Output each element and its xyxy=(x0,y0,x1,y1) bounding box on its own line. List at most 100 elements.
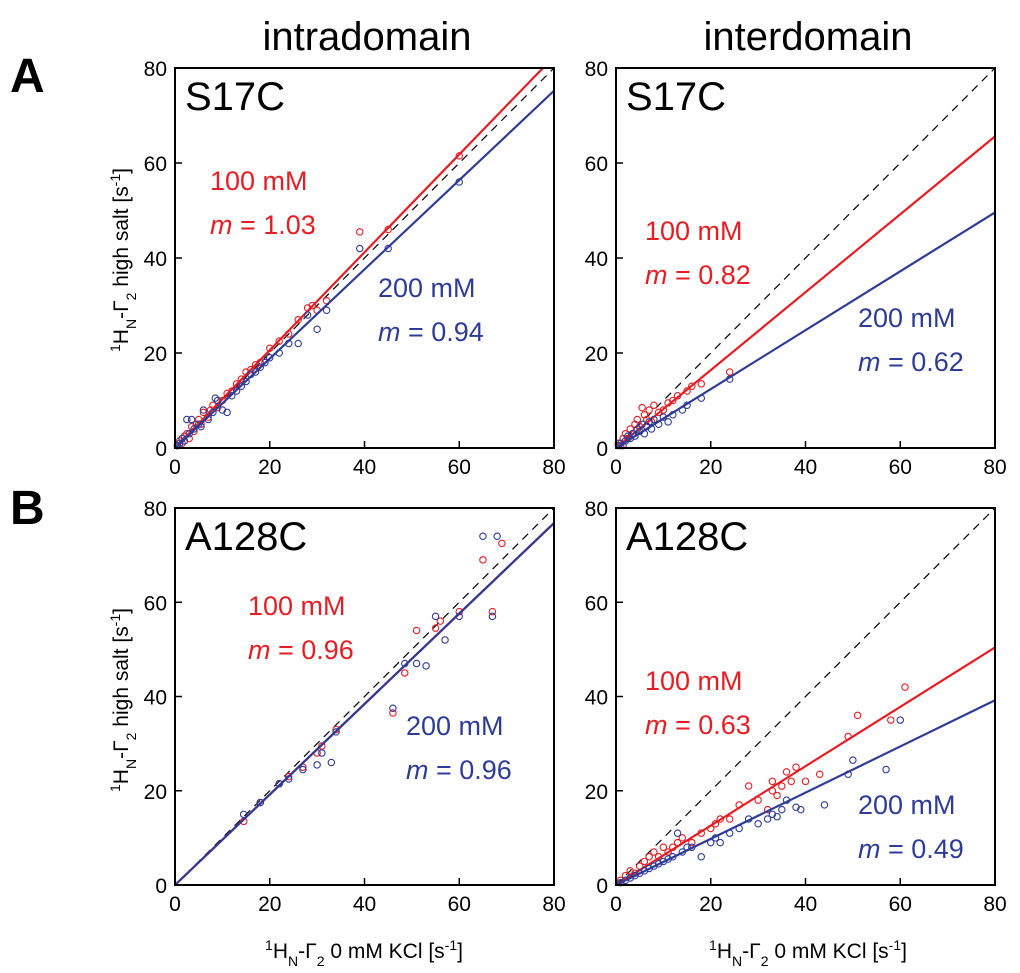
data-point-200mm xyxy=(275,349,283,357)
y-tick-label: 60 xyxy=(585,153,608,176)
data-point-200mm xyxy=(697,394,706,402)
data-point-100mm xyxy=(284,772,293,781)
data-point-100mm xyxy=(401,669,409,677)
panel-interdomain-s17c: 00 20 20 40 40 60 60 80 80 S17C 100 mM m = 0.82 200 … xyxy=(585,58,1007,479)
data-point-200mm xyxy=(882,765,890,774)
x-tick-label: 80 xyxy=(983,893,1006,916)
slope-annotation-200mm: m = 0.49 xyxy=(858,834,964,864)
y-tick-label: 60 xyxy=(144,153,167,176)
data-point-200mm xyxy=(275,779,283,788)
data-point-100mm xyxy=(294,315,302,324)
data-point-200mm xyxy=(194,420,203,428)
data-point-100mm xyxy=(197,420,205,428)
series-label-100mm: 100 mM xyxy=(248,591,346,621)
data-point-200mm xyxy=(683,843,691,852)
data-point-100mm xyxy=(389,709,397,717)
data-point-200mm xyxy=(178,434,186,443)
data-point-200mm xyxy=(185,429,193,438)
data-point-200mm xyxy=(431,612,440,621)
data-point-200mm xyxy=(744,815,753,823)
data-point-100mm xyxy=(654,852,663,861)
data-point-100mm xyxy=(697,380,706,388)
data-point-200mm xyxy=(284,339,293,348)
x-axis-title-left: 1HN-Γ2 0 mM KCl [s-1] xyxy=(265,937,463,969)
y-tick-label: 40 xyxy=(144,248,167,271)
data-point-100mm xyxy=(199,408,208,417)
data-point-200mm xyxy=(237,382,246,390)
data-point-200mm xyxy=(455,612,463,621)
panel-title: A128C xyxy=(626,515,748,559)
data-point-100mm xyxy=(455,152,463,160)
data-point-200mm xyxy=(228,391,236,400)
panel-interdomain-a128c: 00 20 20 40 40 60 60 80 80 A128C 100 mM m = 0.63 200… xyxy=(585,498,1007,916)
y-tick-label: 60 xyxy=(144,592,167,615)
slope-annotation-200mm: m = 0.96 xyxy=(406,755,512,785)
data-point-100mm xyxy=(768,786,777,795)
data-point-100mm xyxy=(664,848,672,856)
data-point-100mm xyxy=(638,403,646,412)
data-point-100mm xyxy=(901,683,909,691)
x-tick-label: 20 xyxy=(699,456,722,479)
data-point-200mm xyxy=(711,834,720,842)
data-point-100mm xyxy=(635,422,644,431)
data-point-200mm xyxy=(322,306,331,314)
data-point-200mm xyxy=(187,415,196,424)
data-point-100mm xyxy=(773,791,781,800)
data-point-200mm xyxy=(664,418,672,426)
data-point-200mm xyxy=(332,728,340,736)
data-point-100mm xyxy=(768,777,777,786)
data-point-200mm xyxy=(239,810,248,819)
data-point-200mm xyxy=(754,819,762,828)
identity-line xyxy=(616,68,995,448)
data-point-200mm xyxy=(401,659,409,668)
x-tick-label: 20 xyxy=(258,893,281,916)
x-tick-label: 80 xyxy=(983,456,1006,479)
data-point-100mm xyxy=(678,834,687,842)
data-point-100mm xyxy=(650,401,658,409)
data-point-100mm xyxy=(711,819,720,828)
panel-title: S17C xyxy=(626,75,726,119)
data-point-100mm xyxy=(669,843,677,852)
data-point-200mm xyxy=(299,765,307,774)
slope-annotation-200mm: m = 0.62 xyxy=(858,347,964,377)
x-tick-label: 60 xyxy=(889,456,912,479)
fit-line-100mm xyxy=(175,68,544,448)
data-point-200mm xyxy=(204,415,212,424)
data-point-200mm xyxy=(488,612,497,621)
data-point-100mm xyxy=(635,862,644,870)
data-point-100mm xyxy=(716,815,724,823)
data-point-200mm xyxy=(422,662,430,670)
data-point-100mm xyxy=(640,857,649,866)
data-point-100mm xyxy=(356,228,364,236)
data-point-200mm xyxy=(455,178,463,186)
series-label-200mm: 200 mM xyxy=(858,790,956,820)
data-point-200mm xyxy=(669,852,677,861)
data-point-100mm xyxy=(479,556,487,564)
data-point-200mm xyxy=(412,659,421,668)
data-point-200mm xyxy=(389,704,397,713)
fit-line-100mm xyxy=(616,135,995,448)
data-point-200mm xyxy=(313,761,321,769)
data-point-100mm xyxy=(256,358,265,367)
y-tick-label: 0 xyxy=(596,875,608,898)
y-tick-label: 20 xyxy=(585,343,608,366)
data-point-200mm xyxy=(211,394,220,402)
x-tick-label: 0 xyxy=(610,456,622,479)
data-point-200mm xyxy=(441,636,449,644)
x-tick-label: 80 xyxy=(542,456,565,479)
data-point-100mm xyxy=(778,782,786,790)
data-point-100mm xyxy=(754,796,762,804)
data-point-200mm xyxy=(782,796,791,804)
data-point-200mm xyxy=(356,244,364,253)
x-tick-label: 80 xyxy=(542,893,565,916)
data-point-100mm xyxy=(735,801,743,809)
identity-line xyxy=(175,68,554,448)
data-point-100mm xyxy=(308,301,317,310)
series-label-100mm: 100 mM xyxy=(210,166,308,196)
data-point-200mm xyxy=(763,815,772,823)
panel-title: A128C xyxy=(185,515,307,559)
x-tick-label: 60 xyxy=(448,893,471,916)
data-point-200mm xyxy=(213,396,222,405)
data-point-200mm xyxy=(190,425,198,433)
